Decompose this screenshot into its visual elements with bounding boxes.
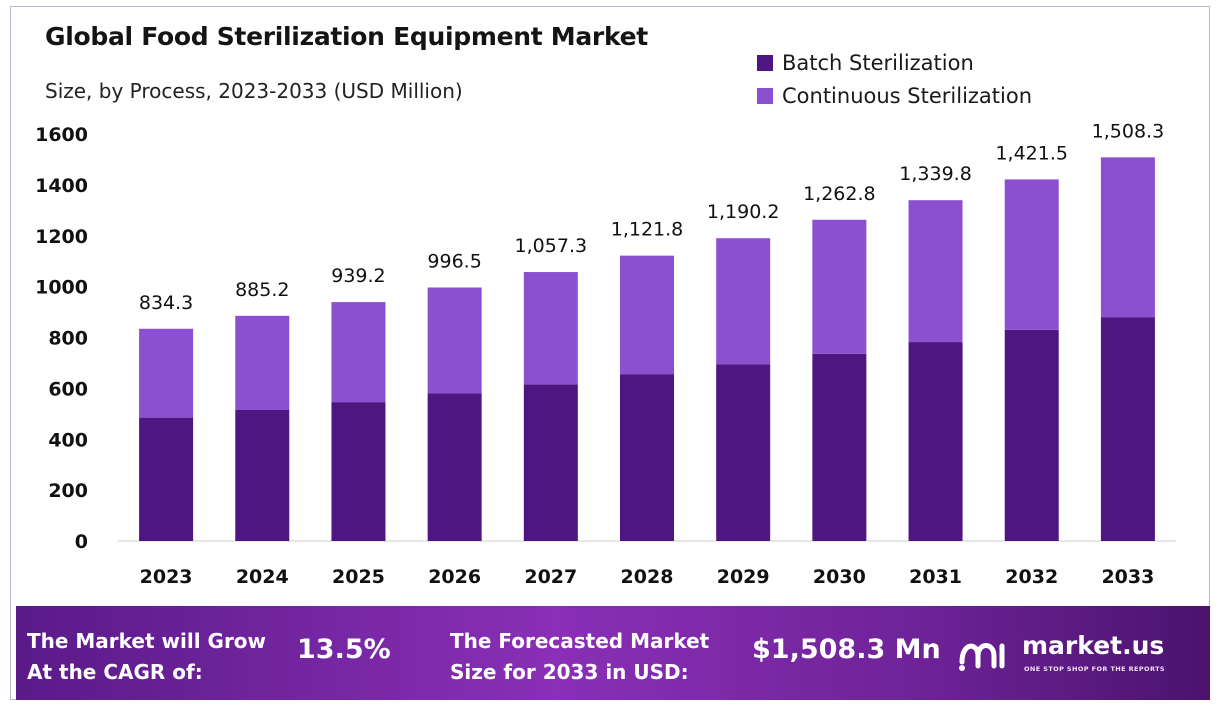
bar-batch — [1100, 317, 1155, 541]
bar-total-label: 1,190.2 — [707, 201, 780, 223]
bar-total-label: 834.3 — [139, 292, 193, 314]
forecast-value: $1,508.3 Mn — [752, 634, 941, 665]
chart-plot: 0 200 400 600 800 1000 1200 1400 1600 834.3 2023 88… — [35, 120, 1176, 588]
bar-total-label: 885.2 — [235, 279, 289, 301]
legend-item-batch: Batch Sterilization — [757, 46, 1032, 79]
x-tick-label: 2031 — [909, 566, 962, 588]
x-tick-label: 2032 — [1005, 566, 1058, 588]
bar-batch — [908, 342, 963, 541]
y-tick-label: 1200 — [35, 226, 88, 248]
bar-continuous — [523, 272, 578, 385]
bar-batch — [427, 393, 482, 541]
bar-continuous — [235, 315, 290, 410]
x-tick-label: 2029 — [717, 566, 770, 588]
x-tick-label: 2026 — [428, 566, 481, 588]
chart-title: Global Food Sterilization Equipment Mark… — [45, 22, 648, 51]
y-tick-label: 0 — [75, 531, 88, 553]
legend-label-batch: Batch Sterilization — [782, 50, 974, 75]
bar-continuous — [139, 328, 194, 418]
bar-total-label: 1,339.8 — [899, 163, 972, 185]
bar-total-label: 1,262.8 — [803, 183, 876, 205]
summary-banner — [16, 606, 1210, 700]
x-tick-label: 2023 — [140, 566, 193, 588]
y-tick-label: 400 — [48, 429, 88, 451]
bar-total-label: 939.2 — [331, 265, 385, 287]
bar-batch — [1004, 329, 1059, 541]
bar-batch — [235, 409, 290, 541]
y-tick-label: 600 — [48, 378, 88, 400]
y-tick-label: 800 — [48, 328, 88, 350]
bar-continuous — [908, 200, 963, 343]
cagr-label: The Market will Grow At the CAGR of: — [27, 626, 266, 688]
bar-batch — [716, 364, 771, 541]
bar-batch — [812, 353, 867, 541]
cagr-value: 13.5% — [297, 634, 391, 665]
bar-total-label: 1,508.3 — [1092, 120, 1165, 142]
bar-total-label: 1,121.8 — [611, 219, 684, 241]
bar-batch — [331, 402, 386, 541]
cagr-label-line2: At the CAGR of: — [27, 660, 203, 684]
bar-continuous — [620, 255, 674, 375]
cagr-label-line1: The Market will Grow — [27, 629, 267, 653]
legend-label-continuous: Continuous Sterilization — [782, 83, 1033, 108]
forecast-label-line1: The Forecasted Market — [450, 629, 710, 653]
chart-legend: Batch Sterilization Continuous Steriliza… — [757, 46, 1032, 112]
y-tick-label: 1400 — [35, 175, 88, 197]
x-tick-label: 2024 — [236, 566, 289, 588]
bar-total-label: 1,421.5 — [995, 142, 1068, 164]
bar-batch — [620, 374, 674, 541]
legend-item-continuous: Continuous Sterilization — [757, 79, 1032, 112]
legend-swatch-continuous — [757, 87, 773, 104]
chart-subtitle: Size, by Process, 2023-2033 (USD Million… — [45, 79, 463, 103]
x-tick-label: 2033 — [1101, 566, 1154, 588]
x-tick-label: 2025 — [332, 566, 385, 588]
bar-batch — [523, 384, 578, 541]
bar-continuous — [812, 219, 867, 354]
bar-continuous — [716, 238, 771, 365]
forecast-label-line2: Size for 2033 in USD: — [450, 660, 689, 684]
forecast-label: The Forecasted Market Size for 2033 in U… — [450, 626, 709, 688]
x-tick-label: 2027 — [524, 566, 577, 588]
logo-tagline: ONE STOP SHOP FOR THE REPORTS — [1024, 665, 1165, 673]
y-tick-label: 1000 — [35, 277, 88, 299]
bar-continuous — [331, 302, 386, 403]
x-tick-label: 2030 — [813, 566, 866, 588]
y-tick-label: 1600 — [35, 124, 88, 146]
bar-continuous — [1100, 157, 1155, 318]
bar-total-label: 996.5 — [427, 251, 481, 273]
bar-continuous — [1004, 179, 1059, 330]
legend-swatch-batch — [757, 54, 773, 71]
bar-continuous — [427, 287, 482, 394]
y-tick-label: 200 — [48, 480, 88, 502]
market-us-logo-icon — [959, 643, 1005, 671]
logo-name: market.us — [1022, 631, 1165, 660]
bar-batch — [139, 417, 194, 541]
x-tick-label: 2028 — [621, 566, 674, 588]
bar-total-label: 1,057.3 — [515, 235, 588, 257]
